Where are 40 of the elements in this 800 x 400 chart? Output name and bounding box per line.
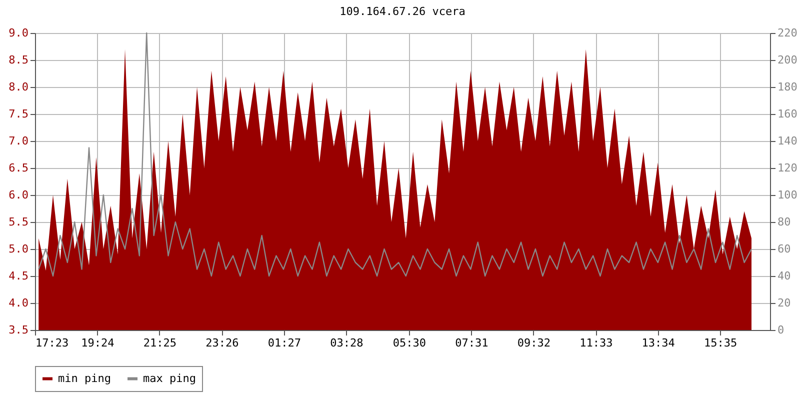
y2-tick-label: 200	[778, 54, 798, 66]
x-tick-label: 23:26	[206, 336, 239, 350]
y-tick-label: 5.5	[8, 216, 28, 228]
y-tick-label: 9.0	[8, 26, 28, 40]
x-tick-label: 05:30	[392, 336, 426, 350]
x-tick-label: 21:25	[143, 336, 177, 350]
x-tick-label: 07:31	[455, 336, 488, 350]
x-tick-label: 11:33	[580, 336, 613, 350]
y2-tick-label: 60	[778, 242, 791, 256]
y2-tick-label: 40	[778, 270, 791, 282]
y-tick-label: 8.5	[8, 54, 28, 66]
y2-tick-label: 180	[778, 80, 798, 94]
y-tick-label: 4.5	[8, 270, 28, 282]
y2-tick-label: 80	[778, 216, 791, 228]
x-tick-label: 15:35	[704, 336, 738, 350]
y2-tick-label: 220	[778, 26, 798, 40]
legend-label: min ping	[58, 372, 111, 385]
y2-tick-label: 20	[778, 296, 791, 310]
line-series	[38, 32, 752, 277]
y2-tick-label: 140	[778, 134, 798, 148]
y-tick-label: 6.5	[8, 162, 28, 174]
x-tick-label: 13:34	[642, 336, 676, 350]
y2-tick-label: 160	[778, 108, 798, 120]
x-tick-label: 09:32	[517, 336, 550, 350]
x-tick-label: 01:27	[268, 336, 302, 350]
y2-tick-label: 100	[778, 188, 798, 202]
y-tick-label: 6.0	[8, 188, 28, 202]
y2-tick-label: 120	[778, 162, 798, 174]
x-tick-label: 17:23	[36, 336, 69, 350]
y-tick-label: 7.0	[8, 134, 28, 148]
chart-title: 109.164.67.26 vcera	[340, 5, 466, 18]
y-tick-label: 5.0	[8, 242, 28, 256]
legend-label: max ping	[143, 372, 196, 385]
x-tick-label: 03:28	[330, 336, 364, 350]
y-tick-label: 7.5	[8, 108, 28, 120]
y-tick-label: 3.5	[8, 324, 28, 336]
y-tick-label: 4.0	[8, 296, 28, 310]
y2-tick-label: 0	[778, 324, 784, 336]
x-tick-label: 19:24	[81, 336, 115, 350]
y-tick-label: 8.0	[8, 80, 28, 94]
